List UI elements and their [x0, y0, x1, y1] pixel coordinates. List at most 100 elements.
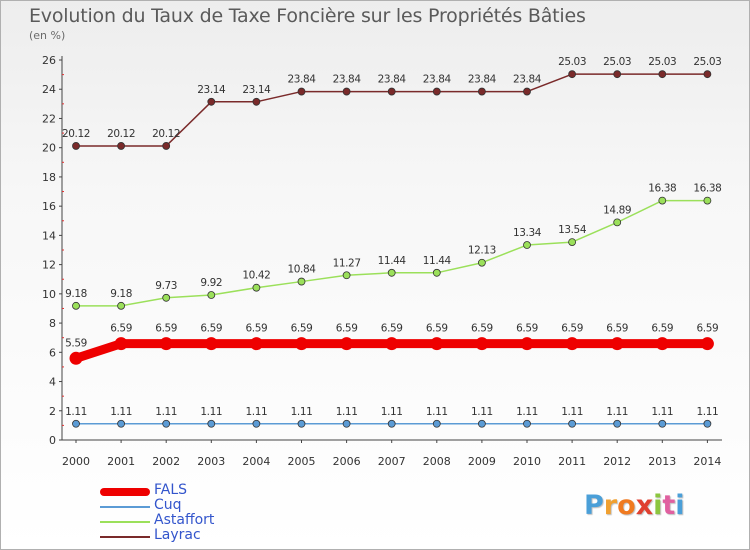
- x-tick-label-2008: 2008: [423, 455, 451, 468]
- point-cuq-2009: [477, 419, 486, 428]
- legend-swatch-layrac: [100, 536, 150, 538]
- point-layrac-2002: [162, 142, 171, 150]
- logo-letter-1: r: [603, 490, 618, 521]
- data-label-cuq-2010: 1.11: [516, 406, 538, 418]
- y-tick-label-12: 12: [42, 259, 56, 272]
- data-label-cuq-2007: 1.11: [381, 406, 403, 418]
- data-label-cuq-2003: 1.11: [200, 406, 222, 418]
- point-cuq-2006: [342, 419, 351, 428]
- legend-label-fals: FALS: [154, 482, 188, 498]
- x-tick-label-2007: 2007: [378, 455, 406, 468]
- point-layrac-2012: [613, 70, 622, 79]
- data-label-layrac-2001: 20.12: [107, 128, 135, 140]
- x-tick-label-2003: 2003: [197, 455, 225, 468]
- data-label-fals-2001: 6.59: [110, 323, 132, 335]
- data-label-layrac-2009: 23.84: [468, 74, 497, 86]
- data-label-cuq-2012: 1.11: [606, 406, 628, 418]
- data-label-fals-2007: 6.59: [381, 323, 403, 335]
- point-astaffort-2003: [207, 291, 216, 299]
- data-label-cuq-2006: 1.11: [336, 406, 358, 418]
- x-tick-label-2002: 2002: [152, 455, 180, 468]
- legend-swatch-cuq: [100, 506, 150, 508]
- point-astaffort-2008: [432, 268, 441, 277]
- chart-title: Evolution du Taux de Taxe Foncière sur l…: [29, 5, 586, 27]
- data-label-astaffort-2004: 10.42: [242, 270, 270, 282]
- point-cuq-2004: [252, 419, 261, 428]
- point-cuq-2014: [703, 419, 712, 428]
- data-label-layrac-2004: 23.14: [242, 84, 271, 96]
- data-label-layrac-2011: 25.03: [558, 56, 586, 68]
- data-label-fals-2004: 6.59: [246, 323, 268, 335]
- x-tick-label-2006: 2006: [333, 455, 361, 468]
- y-tick-label-8: 8: [49, 317, 56, 330]
- point-cuq-2008: [432, 419, 441, 428]
- y-tick-label-20: 20: [42, 142, 56, 155]
- point-layrac-2008: [432, 87, 441, 96]
- data-label-fals-2002: 6.59: [155, 323, 177, 335]
- data-label-astaffort-2005: 10.84: [287, 264, 316, 276]
- point-fals-2007: [385, 337, 399, 351]
- point-fals-2001: [114, 337, 128, 351]
- point-cuq-2007: [387, 419, 396, 428]
- point-astaffort-2011: [568, 238, 576, 247]
- data-label-astaffort-2011: 13.54: [558, 224, 587, 236]
- y-tick-label-4: 4: [49, 376, 56, 389]
- point-fals-2008: [430, 337, 444, 351]
- x-tick-label-2010: 2010: [513, 455, 541, 468]
- point-fals-2013: [655, 337, 669, 351]
- data-label-layrac-2003: 23.14: [197, 84, 226, 96]
- point-fals-2012: [610, 337, 624, 351]
- logo-letter-3: x: [635, 490, 654, 521]
- data-label-layrac-2010: 23.84: [513, 74, 542, 86]
- data-label-astaffort-2009: 12.13: [468, 245, 496, 257]
- point-astaffort-2007: [387, 268, 396, 277]
- series-fals: [69, 337, 714, 365]
- point-fals-2002: [159, 337, 173, 351]
- x-tick-label-2014: 2014: [693, 455, 721, 468]
- x-tick-label-2001: 2001: [107, 455, 135, 468]
- data-label-fals-2003: 6.59: [200, 323, 222, 335]
- point-astaffort-2000: [72, 301, 80, 310]
- point-astaffort-2009: [477, 258, 486, 267]
- data-label-astaffort-2006: 11.27: [333, 257, 361, 269]
- point-fals-2010: [520, 337, 534, 351]
- series-astaffort: [72, 196, 712, 310]
- data-label-layrac-2008: 23.84: [423, 74, 452, 86]
- x-tick-label-2005: 2005: [288, 455, 316, 468]
- logo-letter-6: i: [675, 490, 685, 521]
- point-cuq-2011: [568, 419, 576, 428]
- x-tick-label-2012: 2012: [603, 455, 631, 468]
- data-label-astaffort-2002: 9.73: [155, 280, 177, 292]
- x-tick-label-2000: 2000: [62, 455, 90, 468]
- point-astaffort-2013: [658, 196, 667, 205]
- data-label-layrac-2005: 23.84: [287, 74, 316, 86]
- point-astaffort-2010: [523, 241, 531, 249]
- point-layrac-2001: [117, 142, 125, 150]
- point-astaffort-2014: [703, 196, 712, 205]
- point-layrac-2004: [252, 97, 261, 106]
- data-label-cuq-2008: 1.11: [426, 406, 448, 418]
- point-fals-2005: [295, 337, 308, 351]
- point-layrac-2006: [342, 87, 351, 96]
- point-layrac-2003: [207, 97, 216, 106]
- y-tick-label-6: 6: [49, 346, 56, 359]
- x-tick-label-2013: 2013: [648, 455, 676, 468]
- series-layrac: [72, 70, 712, 150]
- data-label-fals-2009: 6.59: [471, 323, 493, 335]
- point-fals-2014: [700, 337, 714, 351]
- point-layrac-2009: [477, 87, 486, 96]
- point-layrac-2005: [297, 87, 306, 96]
- data-label-cuq-2011: 1.11: [561, 406, 583, 418]
- legend-label-cuq: Cuq: [154, 497, 182, 513]
- data-label-cuq-2005: 1.11: [291, 406, 313, 418]
- point-astaffort-2012: [613, 218, 622, 227]
- y-tick-label-2: 2: [49, 405, 56, 418]
- point-cuq-2000: [72, 419, 80, 428]
- point-cuq-2010: [523, 419, 531, 428]
- legend-swatch-fals: [100, 488, 150, 496]
- logo-letter-4: i: [653, 490, 663, 521]
- point-fals-2000: [69, 351, 83, 365]
- data-label-cuq-2002: 1.11: [155, 406, 177, 418]
- data-label-astaffort-2001: 9.18: [110, 288, 132, 300]
